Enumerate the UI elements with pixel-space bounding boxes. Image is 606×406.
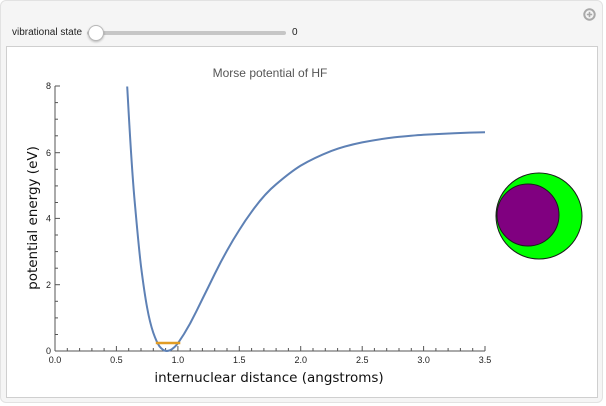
x-axis-label: internuclear distance (angstroms) [154, 370, 383, 386]
svg-text:3.0: 3.0 [417, 355, 430, 365]
svg-text:4: 4 [46, 214, 51, 224]
svg-text:0.0: 0.0 [49, 355, 62, 365]
y-axis-label: potential energy (eV) [25, 146, 41, 290]
y-tick-labels: 0 2 4 6 8 [46, 81, 51, 356]
svg-text:2.0: 2.0 [294, 355, 307, 365]
svg-text:0: 0 [46, 346, 51, 356]
hf-molecule [495, 172, 583, 260]
svg-text:8: 8 [46, 81, 51, 91]
hydrogen-atom-circle [496, 183, 560, 247]
morse-potential-curve [126, 86, 486, 352]
vibrational-state-slider-thumb[interactable] [88, 25, 104, 41]
svg-text:6: 6 [46, 148, 51, 158]
svg-text:2.5: 2.5 [356, 355, 369, 365]
x-tick-labels: 0.0 0.5 1.0 1.5 2.0 2.5 3.0 3.5 [49, 355, 492, 365]
axes [54, 85, 486, 352]
svg-text:2: 2 [46, 280, 51, 290]
reset-plus-icon[interactable] [583, 8, 596, 21]
vibrational-state-slider-track[interactable] [87, 31, 286, 35]
slider-control: vibrational state [12, 24, 332, 42]
svg-text:1.0: 1.0 [172, 355, 185, 365]
svg-text:1.5: 1.5 [233, 355, 246, 365]
svg-text:0.5: 0.5 [110, 355, 123, 365]
plot-title: Morse potential of HF [213, 66, 328, 80]
vibrational-state-label: vibrational state [12, 27, 83, 38]
slider-value: 0 [292, 27, 298, 38]
svg-text:3.5: 3.5 [479, 355, 492, 365]
